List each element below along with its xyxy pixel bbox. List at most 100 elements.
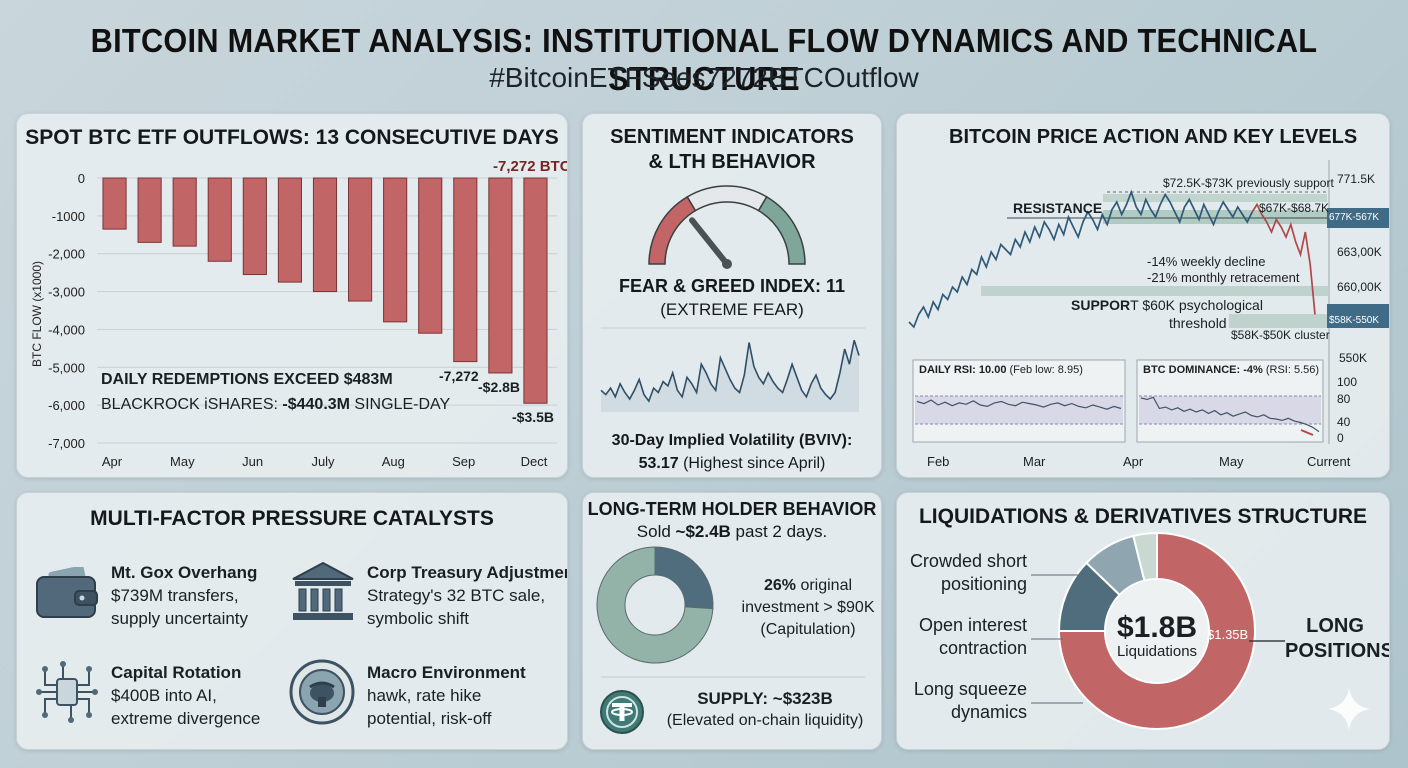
price-action-panel: BITCOIN PRICE ACTION AND KEY LEVELS RESI… (896, 113, 1390, 478)
catalyst-1-title: Mt. Gox Overhang (111, 563, 258, 582)
dominance-label-bold: BTC DOMINANCE: -4% (1143, 364, 1263, 376)
osc-tick-0: 0 (1337, 431, 1344, 445)
price-panel-title: BITCOIN PRICE ACTION AND KEY LEVELS (949, 126, 1358, 148)
liq-left-label-2a: Open interest (918, 615, 1027, 635)
catalyst-1-line1: $739M transfers, (111, 586, 239, 605)
etf-y-axis-label: BTC FLOW (x1000) (30, 261, 44, 367)
liq-donut-hole (1106, 580, 1208, 682)
etf-bar (137, 177, 162, 243)
catalyst-1-line2: supply uncertainty (111, 609, 249, 628)
catalyst-4-title: Macro Environment (367, 663, 526, 682)
supply-sub: (Elevated on-chain liquidity) (666, 712, 864, 729)
etf-x-label: Sep (452, 454, 475, 469)
support-line2: threshold (1169, 315, 1227, 331)
lth-donut-pct: 26% original (743, 577, 873, 595)
long-positions-line2: POSITIONS (1285, 640, 1390, 662)
cluster-label: $58K-$50K cluster (1231, 328, 1330, 342)
etf-outflows-panel: SPOT BTC ETF OUTFLOWS: 13 CONSECUTIVE DA… (16, 113, 568, 478)
etf-note-redemptions: DAILY REDEMPTIONS EXCEED $483M (101, 371, 393, 388)
etf-ytick-label: -6,000 (48, 398, 85, 413)
osc-tick-80: 80 (1337, 392, 1351, 406)
rsi-band (915, 396, 1123, 424)
etf-bar (348, 177, 373, 302)
liq-donut-slice (1132, 531, 1158, 582)
support-band (981, 286, 1329, 296)
etf-bar (277, 177, 302, 283)
gauge-hub (722, 259, 732, 269)
etf-ytick-label: -3,000 (48, 285, 85, 300)
catalysts-title: MULTI-FACTOR PRESSURE CATALYSTS (90, 507, 494, 530)
etf-x-label: Aug (382, 454, 405, 469)
tether-coin-icon (600, 690, 644, 734)
lth-text: Sold ~$2.4B past 2 days. (583, 522, 881, 542)
monthly-retrace-label: -21% monthly retracement (1147, 270, 1300, 285)
dominance-decline-tail (1300, 429, 1314, 436)
x-label-apr: Apr (1123, 454, 1144, 469)
price-line (908, 189, 1253, 329)
sparkle-icon (1328, 688, 1370, 730)
liq-slice-label: $1.35B (1207, 627, 1249, 642)
etf-bar-label-3: -$3.5B (512, 409, 555, 425)
x-label-current: Current (1307, 454, 1351, 469)
liquidations-panel: LIQUIDATIONS & DERIVATIVES STRUCTURE Cro… (896, 492, 1390, 750)
etf-bar (242, 177, 267, 276)
etf-bar-label-2: -$2.8B (478, 379, 521, 395)
gauge-segment (757, 195, 806, 265)
support-word: SUPPOR (1071, 297, 1131, 313)
etf-bar (312, 177, 338, 293)
lth-donut-pct-rest: original (796, 577, 853, 594)
prev-support-band (1103, 194, 1327, 202)
dominance-line (1140, 396, 1320, 433)
etf-ytick-label: -4,000 (48, 322, 85, 337)
prev-support-label: $72.5K-$73K previously support (1163, 176, 1334, 190)
etf-panel-title: SPOT BTC ETF OUTFLOWS: 13 CONSECUTIVE DA… (25, 126, 559, 149)
etf-bar-chart: 0 -1000 -2,000 -3,000 -4,000 -5,000 -6,000 -7,0… (30, 171, 557, 469)
cluster-band (1229, 314, 1329, 328)
sentiment-panel: SENTIMENT INDICATORS & LTH BEHAVIOR FEAR… (582, 113, 882, 478)
volatility-line (600, 340, 860, 403)
lth-supply-panel: LONG-TERM HOLDER BEHAVIOR Sold ~$2.4B pa… (582, 492, 882, 750)
lth-text-prefix: Sold (636, 522, 676, 541)
etf-ytick-label: -5,000 (48, 360, 85, 375)
volatility-area (601, 340, 859, 412)
dominance-label: BTC DOMINANCE: -4% (RSI: 5.56) (1143, 364, 1319, 376)
catalyst-4-line2: potential, risk-off (367, 709, 492, 728)
gauge-segment (686, 185, 768, 212)
dominance-band (1139, 396, 1321, 424)
x-label-mar: Mar (1023, 454, 1046, 469)
price-chart (908, 160, 1389, 444)
ytick-2: 677K-567K (1329, 212, 1380, 223)
osc-tick-100: 100 (1337, 375, 1358, 389)
lth-donut-pct-value: 26% (763, 577, 796, 594)
etf-ytick-label: -1000 (52, 209, 85, 224)
lth-donut-line3: (Capitulation) (760, 621, 856, 638)
catalyst-2-line2: symbolic shift (367, 609, 470, 628)
liq-left-label-3a: Long squeeze (913, 679, 1027, 699)
etf-x-label: Dect (521, 454, 548, 469)
etf-x-label: May (170, 454, 195, 469)
x-label-may: May (1219, 454, 1244, 469)
etf-ytick-label: -7,000 (48, 436, 85, 451)
etf-note-blackrock-prefix: BLACKROCK iSHARES: (101, 396, 283, 413)
liq-center-value: $1.8B (1116, 611, 1198, 644)
etf-note-blackrock-value: -$440.3M (282, 396, 350, 413)
lth-donut-slice (596, 546, 714, 664)
liq-donut-slice (1057, 531, 1256, 730)
catalyst-3-line1: $400B into AI, (111, 686, 217, 705)
circuit-chip-icon (36, 661, 98, 723)
etf-note-blackrock: BLACKROCK iSHARES: -$440.3M SINGLE-DAY (101, 396, 450, 414)
resistance-label: RESISTANCE (1013, 200, 1103, 216)
lth-donut-line2: investment > $90K (741, 599, 875, 616)
etf-bar-label-1: -7,272 (439, 368, 479, 384)
liquidations-donut-chart (1031, 531, 1285, 730)
price-decline-line (1251, 202, 1316, 315)
supply-label: SUPPLY: ~$323B (697, 689, 833, 708)
etf-x-label: Apr (102, 454, 123, 469)
lth-text-suffix: past 2 days. (730, 522, 828, 541)
sentiment-title-line2: & LTH BEHAVIOR (648, 151, 816, 173)
band-67-label: $67K-$68.7K (1259, 201, 1330, 215)
ytick-3: 663,00K (1337, 245, 1382, 259)
ytick-box-2 (1327, 304, 1389, 328)
resistance-band (1103, 210, 1327, 224)
fear-greed-label: FEAR & GREED INDEX: 11 (618, 276, 846, 296)
